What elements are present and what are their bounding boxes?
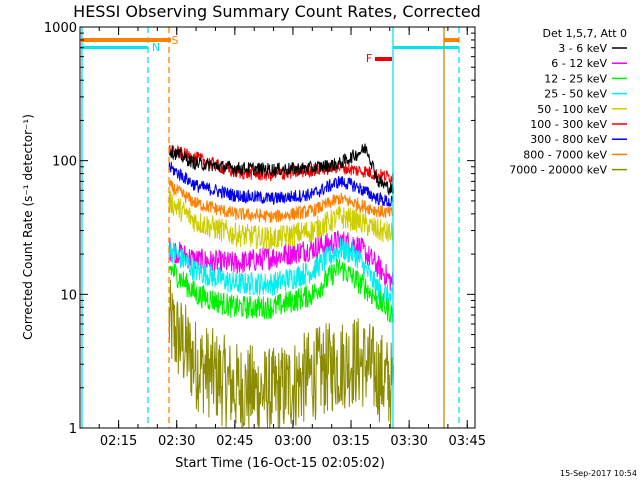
series-line-12-25-kev <box>168 258 394 323</box>
night-flag-bar <box>81 46 148 49</box>
plot-frame-layer: 02:15 02:30 02:45 03:00 03:15 03:30 03:45 1 10 10… <box>44 21 486 449</box>
legend-entry-label: 50 - 100 keV <box>537 103 607 116</box>
y-axis-label: Corrected Count Rate (s⁻¹ detector⁻¹) <box>21 114 35 340</box>
time-markers-layer <box>81 27 460 428</box>
x-tick-label: 02:15 <box>100 434 137 449</box>
x-tick-label: 02:45 <box>216 434 253 449</box>
legend-entry-label: 7000 - 20000 keV <box>509 164 607 177</box>
x-tick-label: 03:00 <box>274 434 311 449</box>
y-tick-label: 1000 <box>44 21 77 36</box>
flare-flag-bar <box>375 57 392 61</box>
chart-title: HESSI Observing Summary Count Rates, Cor… <box>73 2 481 21</box>
legend-header: Det 1,5,7, Att 0 <box>543 27 627 40</box>
series-line-100-300-kev <box>168 144 394 185</box>
series-line-25-50-kev <box>168 237 394 308</box>
series-line-800-7000-kev <box>168 179 394 224</box>
legend-entry-label: 12 - 25 keV <box>544 72 607 85</box>
series-line-6-12-kev <box>168 230 394 291</box>
plot-frame <box>79 26 476 429</box>
flag-label-s: S <box>172 34 179 47</box>
legend: 3 - 6 keV 6 - 12 keV 12 - 25 keV 25 - 50 ke… <box>509 42 627 177</box>
y-tick-label: 10 <box>60 288 77 303</box>
footer-timestamp: 15-Sep-2017 10:54 <box>560 469 637 478</box>
legend-entry-label: 3 - 6 keV <box>558 42 607 55</box>
series-line-7000-20000-kev <box>168 279 394 429</box>
night-flag-bar-2 <box>393 46 459 49</box>
legend-entry-label: 6 - 12 keV <box>551 57 607 70</box>
x-tick-label: 03:15 <box>332 434 369 449</box>
y-tick-label: 100 <box>52 155 77 170</box>
saa-flag-bar-2 <box>444 38 459 42</box>
x-axis-label: Start Time (16-Oct-15 02:05:02) <box>175 456 385 471</box>
legend-entry-label: 25 - 50 keV <box>544 88 607 101</box>
y-tick-label: 1 <box>69 422 77 437</box>
x-tick-label: 03:45 <box>449 434 486 449</box>
legend-entry-label: 100 - 300 keV <box>530 118 607 131</box>
x-tick-label: 03:30 <box>390 434 427 449</box>
saa-flag-bar <box>81 38 171 42</box>
series-line-3-6-kev <box>168 143 394 196</box>
flag-label-f: F <box>366 52 372 65</box>
legend-entry-label: 800 - 7000 keV <box>523 148 607 161</box>
series-line-300-800-kev <box>168 161 394 208</box>
series-lines-layer <box>168 143 394 429</box>
x-tick-label: 02:30 <box>158 434 195 449</box>
flag-label-n: N <box>152 41 160 54</box>
series-line-50-100-kev <box>168 190 394 251</box>
legend-entry-label: 300 - 800 keV <box>530 133 607 146</box>
